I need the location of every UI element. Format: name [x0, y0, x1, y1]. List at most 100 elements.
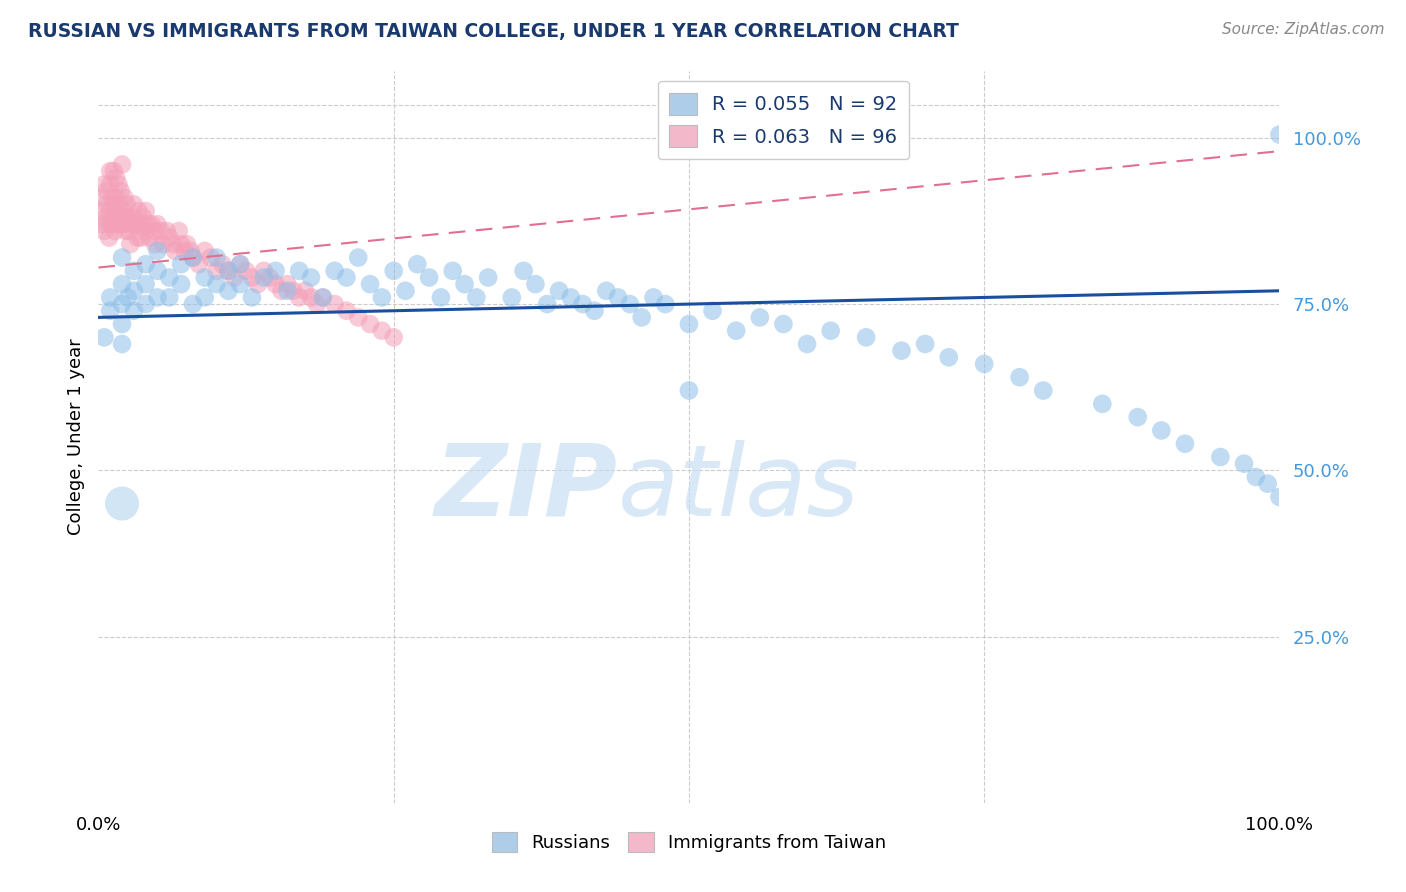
Point	[181, 251, 204, 265]
Point	[217, 264, 239, 278]
Point	[104, 224, 127, 238]
Point	[135, 224, 157, 238]
Y-axis label: College, Under 1 year: College, Under 1 year	[66, 339, 84, 535]
Point	[501, 290, 523, 304]
Point	[217, 284, 239, 298]
Point	[347, 310, 370, 325]
Point	[1126, 410, 1149, 425]
Point	[111, 317, 134, 331]
Point	[938, 351, 960, 365]
Point	[157, 270, 180, 285]
Text: RUSSIAN VS IMMIGRANTS FROM TAIWAN COLLEGE, UNDER 1 YEAR CORRELATION CHART: RUSSIAN VS IMMIGRANTS FROM TAIWAN COLLEG…	[28, 22, 959, 41]
Point	[108, 211, 131, 225]
Point	[194, 270, 217, 285]
Point	[93, 224, 115, 238]
Point	[91, 191, 114, 205]
Point	[157, 230, 180, 244]
Point	[105, 170, 128, 185]
Point	[430, 290, 453, 304]
Legend: Russians, Immigrants from Taiwan: Russians, Immigrants from Taiwan	[485, 824, 893, 860]
Point	[607, 290, 630, 304]
Point	[772, 317, 794, 331]
Point	[748, 310, 770, 325]
Point	[90, 204, 112, 219]
Point	[1268, 490, 1291, 504]
Point	[150, 224, 173, 238]
Point	[359, 317, 381, 331]
Point	[914, 337, 936, 351]
Point	[323, 297, 346, 311]
Point	[117, 290, 139, 304]
Point	[890, 343, 912, 358]
Point	[122, 211, 145, 225]
Point	[276, 284, 298, 298]
Point	[371, 324, 394, 338]
Point	[229, 277, 252, 292]
Point	[270, 284, 292, 298]
Point	[465, 290, 488, 304]
Point	[240, 270, 263, 285]
Point	[138, 230, 160, 244]
Point	[305, 297, 328, 311]
Point	[283, 284, 305, 298]
Point	[127, 230, 149, 244]
Point	[146, 217, 169, 231]
Point	[253, 270, 276, 285]
Point	[143, 237, 166, 252]
Point	[173, 244, 195, 258]
Point	[146, 290, 169, 304]
Point	[135, 277, 157, 292]
Point	[312, 290, 335, 304]
Point	[855, 330, 877, 344]
Point	[107, 197, 129, 211]
Point	[122, 284, 145, 298]
Point	[103, 197, 125, 211]
Point	[112, 211, 135, 225]
Point	[146, 264, 169, 278]
Point	[136, 217, 159, 231]
Point	[122, 197, 145, 211]
Point	[97, 217, 120, 231]
Point	[122, 303, 145, 318]
Point	[1091, 397, 1114, 411]
Point	[200, 251, 222, 265]
Point	[122, 264, 145, 278]
Point	[1257, 476, 1279, 491]
Point	[224, 270, 246, 285]
Point	[112, 217, 135, 231]
Point	[211, 257, 233, 271]
Point	[382, 264, 405, 278]
Point	[264, 264, 287, 278]
Point	[512, 264, 534, 278]
Point	[114, 224, 136, 238]
Point	[105, 217, 128, 231]
Point	[323, 264, 346, 278]
Point	[156, 224, 179, 238]
Point	[128, 204, 150, 219]
Point	[180, 244, 202, 258]
Point	[165, 244, 187, 258]
Point	[702, 303, 724, 318]
Point	[111, 204, 134, 219]
Text: ZIP: ZIP	[434, 440, 619, 537]
Point	[162, 237, 184, 252]
Point	[170, 257, 193, 271]
Point	[120, 237, 142, 252]
Point	[240, 290, 263, 304]
Point	[477, 270, 499, 285]
Point	[167, 224, 190, 238]
Point	[1032, 384, 1054, 398]
Point	[205, 264, 228, 278]
Point	[359, 277, 381, 292]
Point	[294, 284, 316, 298]
Point	[112, 191, 135, 205]
Point	[96, 197, 118, 211]
Point	[98, 164, 121, 178]
Point	[141, 217, 163, 231]
Point	[105, 191, 128, 205]
Point	[1174, 436, 1197, 450]
Point	[347, 251, 370, 265]
Point	[135, 297, 157, 311]
Point	[111, 497, 134, 511]
Point	[229, 257, 252, 271]
